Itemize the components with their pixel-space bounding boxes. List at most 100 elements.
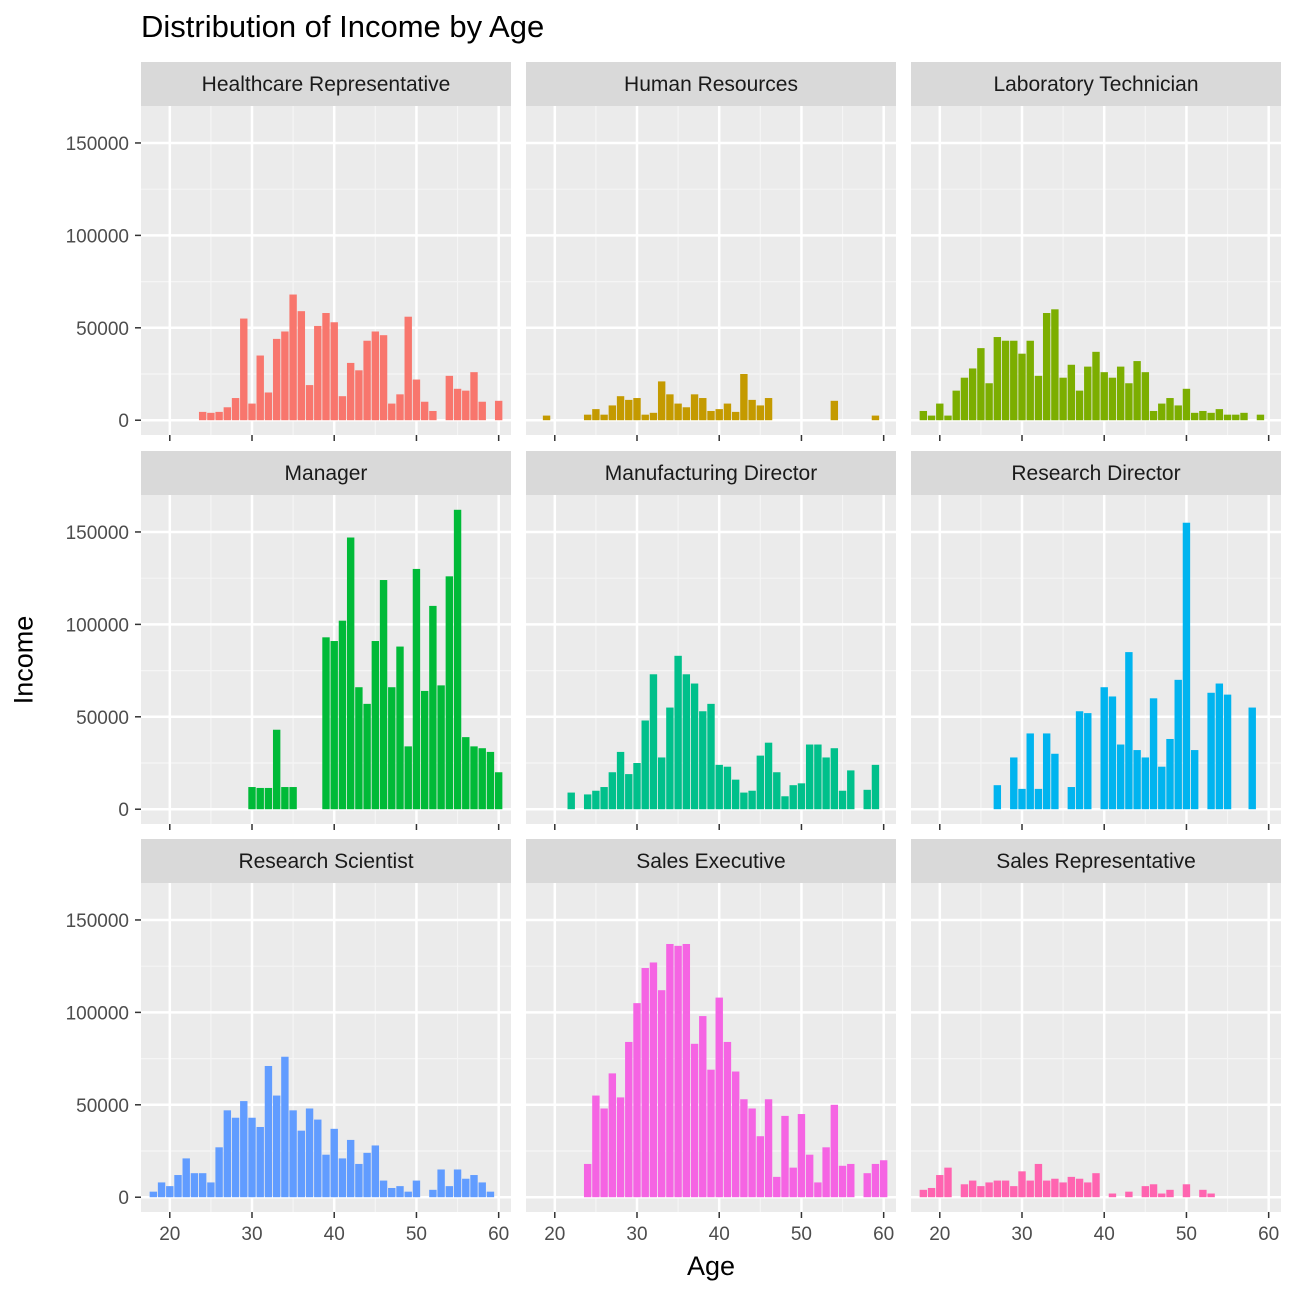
histogram-bar: [272, 1095, 281, 1198]
x-tick-label: 30: [1011, 1224, 1032, 1245]
histogram-bar: [264, 392, 273, 421]
x-tick-label: 50: [1176, 1224, 1197, 1245]
histogram-bar: [707, 410, 715, 421]
histogram-bar: [1207, 692, 1215, 810]
histogram-bar: [871, 415, 880, 421]
histogram-bar: [1166, 1189, 1174, 1198]
histogram-bar: [371, 331, 380, 421]
histogram-bar: [322, 637, 330, 810]
histogram-bar: [404, 746, 412, 810]
facet-strip-label: Sales Representative: [996, 850, 1196, 873]
histogram-bar: [682, 674, 691, 810]
histogram-bar: [649, 962, 658, 1198]
histogram-bar: [993, 785, 1002, 810]
histogram-bar: [363, 340, 371, 421]
histogram-bar: [1125, 652, 1133, 810]
histogram-bar: [1108, 377, 1117, 421]
histogram-bar: [600, 1108, 608, 1198]
histogram-bar: [462, 390, 470, 421]
histogram-bar: [616, 1097, 625, 1198]
histogram-bar: [1223, 694, 1232, 810]
histogram-bar: [322, 313, 330, 421]
histogram-bar: [1215, 409, 1224, 421]
histogram-bar: [1240, 412, 1248, 421]
histogram-bar: [863, 1173, 871, 1198]
histogram-bar: [690, 1043, 699, 1198]
histogram-bar: [1100, 687, 1108, 810]
histogram-bar: [248, 403, 256, 421]
histogram-bar: [1010, 757, 1018, 810]
facet-strip-label: Healthcare Representative: [202, 73, 451, 96]
histogram-bar: [248, 787, 256, 810]
histogram-bar: [592, 1095, 600, 1198]
x-tick-label: 60: [488, 1224, 509, 1245]
facet-strip: [526, 451, 896, 495]
histogram-bar: [657, 381, 666, 421]
histogram-bar: [641, 414, 649, 421]
histogram-bar: [207, 1182, 215, 1198]
histogram-bar: [297, 1130, 306, 1198]
histogram-bar: [682, 407, 691, 421]
histogram-bar: [223, 1110, 232, 1198]
histogram-bar: [666, 943, 674, 1198]
histogram-bar: [830, 400, 839, 421]
histogram-bar: [314, 325, 322, 421]
histogram-bar: [764, 1099, 773, 1198]
histogram-bar: [633, 398, 641, 421]
histogram-bar: [486, 751, 495, 810]
histogram-bar: [338, 1158, 347, 1198]
histogram-bar: [740, 792, 748, 810]
histogram-bar: [567, 792, 575, 810]
histogram-bar: [707, 703, 715, 810]
y-tick-label: 100000: [66, 615, 129, 636]
histogram-bar: [592, 790, 600, 810]
histogram-bar: [649, 412, 658, 421]
histogram-bar: [822, 1147, 830, 1198]
histogram-bar: [641, 720, 649, 810]
histogram-bar: [740, 1099, 748, 1198]
histogram-bar: [256, 1126, 264, 1198]
histogram-bar: [797, 783, 806, 810]
histogram-bar: [1182, 1184, 1191, 1198]
histogram-bar: [272, 729, 281, 810]
histogram-bar: [1059, 1182, 1067, 1198]
histogram-bar: [429, 1189, 437, 1198]
histogram-bar: [379, 335, 388, 421]
histogram-bar: [1158, 1193, 1166, 1198]
histogram-bar: [305, 385, 314, 421]
histogram-bar: [1018, 788, 1026, 810]
histogram-bar: [355, 1163, 363, 1198]
histogram-bar: [429, 605, 437, 810]
y-tick-label: 0: [118, 1188, 129, 1209]
histogram-bar: [231, 1117, 240, 1198]
histogram-bar: [764, 398, 773, 421]
histogram-bar: [1215, 683, 1224, 810]
histogram-bar: [838, 790, 847, 810]
x-tick-label: 30: [241, 1224, 262, 1245]
histogram-bar: [699, 398, 707, 421]
histogram-bar: [297, 311, 306, 421]
histogram-bar: [1010, 340, 1018, 421]
histogram-bar: [1166, 738, 1174, 810]
histogram-bar: [379, 580, 388, 810]
x-tick-label: 20: [544, 1224, 565, 1245]
histogram-bar: [1042, 1180, 1051, 1198]
histogram-bar: [805, 1154, 814, 1198]
y-tick-label: 50000: [76, 708, 129, 729]
histogram-bar: [690, 394, 699, 421]
y-tick-label: 150000: [66, 134, 129, 155]
histogram-bar: [1084, 713, 1092, 810]
histogram-bar: [748, 1108, 756, 1198]
facet-strip: [141, 62, 511, 106]
histogram-bar: [166, 1186, 174, 1198]
histogram-bar: [1149, 410, 1158, 421]
histogram-bar: [1116, 366, 1125, 421]
histogram-bar: [616, 751, 625, 810]
histogram-bar: [420, 690, 429, 810]
histogram-bar: [470, 1175, 478, 1198]
histogram-bar: [625, 399, 633, 421]
histogram-bar: [1051, 753, 1059, 810]
facet-strip-label: Manufacturing Director: [605, 462, 817, 485]
histogram-bar: [1084, 366, 1092, 421]
facet-strip: [526, 839, 896, 883]
